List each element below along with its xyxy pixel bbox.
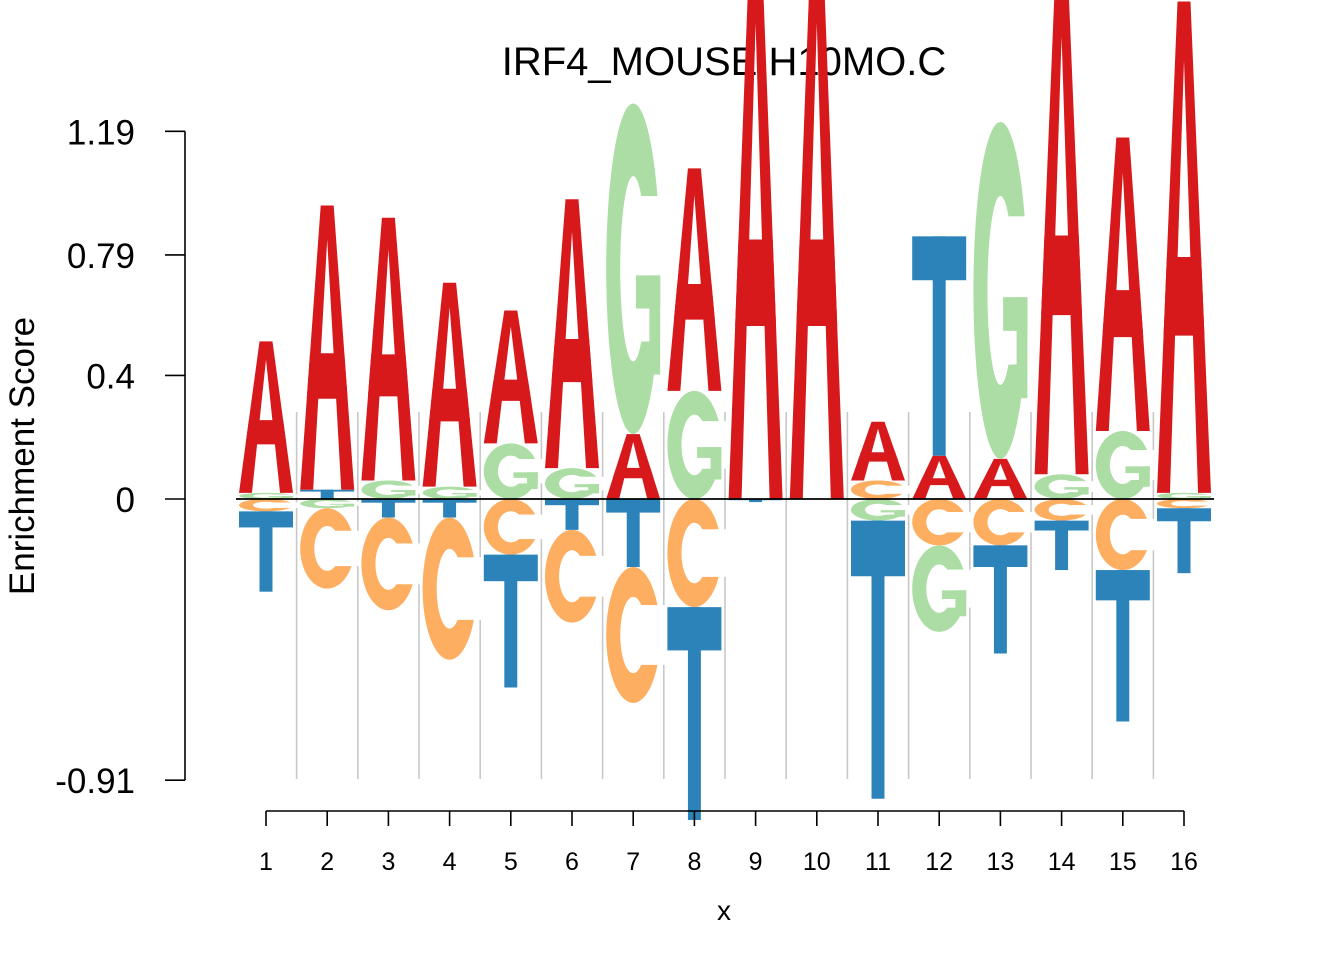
y-tick-label: -0.91 bbox=[55, 762, 135, 801]
letter-A-pos-8 bbox=[667, 168, 722, 391]
letter-G-pos-3 bbox=[361, 480, 421, 500]
letter-T-pos-7 bbox=[606, 499, 661, 567]
letter-C-pos-16 bbox=[1157, 499, 1216, 509]
y-axis-label: Enrichment Score bbox=[3, 317, 42, 595]
letter-G-pos-13 bbox=[973, 122, 1033, 459]
x-tick-label: 9 bbox=[749, 848, 763, 876]
x-tick-label: 1 bbox=[259, 848, 273, 876]
x-tick-label: 2 bbox=[320, 848, 334, 876]
y-tick-label: 0 bbox=[116, 481, 135, 520]
x-tick-label: 14 bbox=[1048, 848, 1076, 876]
letter-T-pos-15 bbox=[1095, 570, 1150, 722]
letter-A-pos-7 bbox=[606, 434, 661, 499]
letter-A-pos-14 bbox=[1034, 0, 1089, 475]
letter-C-pos-6 bbox=[545, 529, 604, 623]
x-tick-label: 4 bbox=[443, 848, 457, 876]
letter-A-pos-4 bbox=[422, 282, 477, 487]
letter-T-pos-11 bbox=[851, 520, 905, 799]
letter-G-pos-15 bbox=[1095, 431, 1155, 499]
letter-T-pos-3 bbox=[361, 499, 416, 518]
letter-T-pos-5 bbox=[483, 554, 538, 688]
letter-A-pos-2 bbox=[300, 205, 355, 490]
x-tick-label: 7 bbox=[626, 848, 640, 876]
y-tick-label: 0.79 bbox=[67, 237, 135, 276]
x-axis-label: x bbox=[717, 895, 731, 926]
x-tick-label: 10 bbox=[803, 848, 831, 876]
axes: 1.190.790.40-0.911 2 3 4 5 6 7 8 9 10 11 12 13 14 15 16 bbox=[55, 113, 1214, 876]
x-tick-label: 8 bbox=[687, 848, 701, 876]
letter-C-pos-2 bbox=[300, 508, 359, 589]
letter-A-pos-15 bbox=[1095, 137, 1150, 432]
letter-G-pos-4 bbox=[422, 486, 482, 500]
logo-letters bbox=[239, 0, 1216, 820]
letter-G-pos-2 bbox=[300, 499, 359, 509]
letter-A-pos-9 bbox=[728, 0, 783, 499]
x-tick-label: 5 bbox=[504, 848, 518, 876]
letter-A-pos-3 bbox=[361, 217, 416, 481]
letter-C-pos-5 bbox=[483, 499, 543, 555]
x-tick-label: 6 bbox=[565, 848, 579, 876]
y-tick-label: 0.4 bbox=[86, 357, 135, 396]
letter-C-pos-1 bbox=[239, 499, 298, 512]
x-tick-label: 3 bbox=[381, 848, 395, 876]
x-tick-label: 16 bbox=[1170, 848, 1198, 876]
letter-T-pos-16 bbox=[1157, 508, 1211, 574]
letter-A-pos-13 bbox=[973, 458, 1028, 499]
letter-T-pos-6 bbox=[545, 499, 599, 530]
x-tick-label: 15 bbox=[1109, 848, 1137, 876]
letter-C-pos-11 bbox=[851, 480, 910, 500]
letter-G-pos-8 bbox=[667, 390, 727, 500]
letter-A-pos-11 bbox=[851, 421, 905, 481]
x-tick-label: 12 bbox=[925, 848, 953, 876]
letter-G-pos-14 bbox=[1034, 474, 1094, 499]
letter-T-pos-12 bbox=[912, 236, 967, 456]
letter-A-pos-12 bbox=[912, 455, 967, 499]
letter-G-pos-12 bbox=[912, 545, 971, 632]
chart-title: IRF4_MOUSE.H10MO.C bbox=[502, 40, 947, 84]
letter-C-pos-4 bbox=[422, 517, 482, 660]
letter-A-pos-16 bbox=[1157, 1, 1211, 493]
letter-C-pos-7 bbox=[606, 566, 665, 703]
letter-G-pos-5 bbox=[483, 443, 543, 500]
letter-C-pos-15 bbox=[1095, 498, 1155, 571]
letter-C-pos-13 bbox=[973, 499, 1033, 546]
letter-T-pos-13 bbox=[973, 545, 1028, 654]
letter-T-pos-2 bbox=[300, 489, 355, 499]
letter-A-pos-6 bbox=[545, 199, 599, 469]
letter-A-pos-10 bbox=[789, 0, 844, 499]
x-tick-label: 13 bbox=[986, 848, 1014, 876]
letter-T-pos-14 bbox=[1034, 520, 1089, 571]
letter-G-pos-1 bbox=[239, 492, 298, 499]
letter-G-pos-11 bbox=[851, 499, 910, 521]
letter-T-pos-8 bbox=[667, 607, 722, 820]
letter-G-pos-7 bbox=[606, 103, 665, 435]
y-tick-label: 1.19 bbox=[67, 113, 135, 152]
letter-G-pos-6 bbox=[545, 468, 604, 500]
letter-C-pos-3 bbox=[361, 517, 421, 611]
letter-G-pos-16 bbox=[1157, 492, 1216, 499]
letter-A-pos-1 bbox=[239, 341, 293, 493]
letter-C-pos-12 bbox=[912, 499, 971, 546]
letter-T-pos-1 bbox=[239, 511, 293, 592]
letter-C-pos-8 bbox=[667, 499, 727, 608]
x-tick-label: 11 bbox=[865, 848, 891, 876]
letter-A-pos-5 bbox=[483, 310, 538, 444]
letter-T-pos-4 bbox=[422, 499, 477, 518]
letter-C-pos-14 bbox=[1034, 499, 1094, 521]
